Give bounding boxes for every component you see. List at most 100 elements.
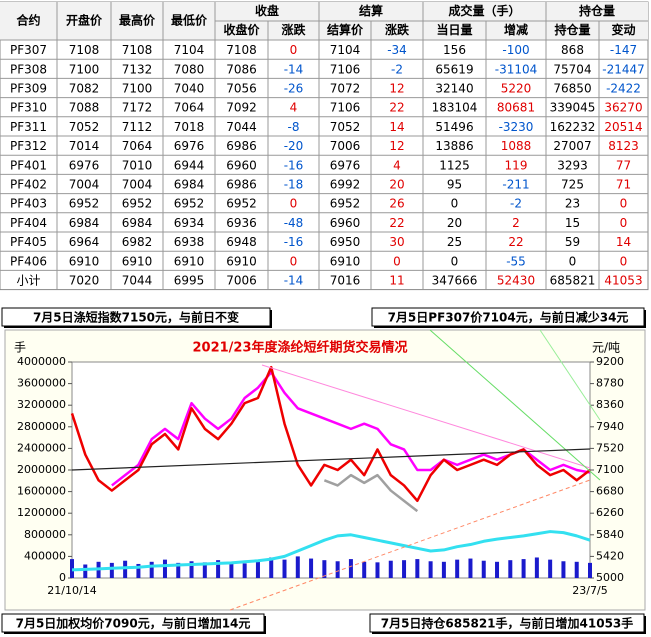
- y-tick-label: 3600000: [17, 377, 66, 390]
- table-cell: 26: [389, 197, 404, 211]
- column-subheader: 持仓量: [554, 22, 590, 37]
- table-cell: 3293: [557, 158, 588, 172]
- volume-bar: [415, 559, 420, 578]
- notes: 7月5日涤短指数7150元，与前日不变 7月5日PF307价7104元，与前日减少…: [1, 307, 646, 634]
- column-header: 收盘: [255, 3, 279, 18]
- volume-bar: [136, 563, 141, 578]
- y-tick-label: 800000: [24, 528, 66, 541]
- table-cell: 6948: [226, 235, 257, 249]
- table-cell: 119: [505, 158, 528, 172]
- table-cell: 6952: [174, 197, 205, 211]
- table-cell: 7064: [174, 101, 205, 115]
- column-header: 开盘价: [66, 13, 103, 28]
- table-cell: -18: [284, 178, 304, 192]
- table-cell: 4: [290, 101, 298, 115]
- table-cell: 6934: [174, 216, 205, 230]
- note-box: [1, 613, 265, 633]
- table-cell: 6910: [69, 254, 100, 268]
- table-cell: 6950: [330, 235, 361, 249]
- note-box: [1, 307, 271, 327]
- y2-tick-label: 7100: [596, 463, 624, 476]
- table-bg: [0, 1, 649, 291]
- table-cell: 6910: [226, 254, 257, 268]
- table-cell: 6952: [330, 197, 361, 211]
- table-cell: -16: [284, 235, 304, 249]
- table-cell: 725: [561, 178, 584, 192]
- table-cell: 36270: [604, 101, 642, 115]
- y-tick-label: 400000: [24, 549, 66, 562]
- y2-tick-label: 5000: [596, 571, 624, 584]
- table-cell: 7100: [69, 62, 100, 76]
- volume-bar: [335, 561, 340, 578]
- table-cell: 6986: [226, 139, 257, 153]
- table-cell: 80681: [497, 101, 535, 115]
- table-cell: PF307: [10, 43, 47, 57]
- guide-line: [539, 329, 601, 421]
- y-tick-label: 0: [59, 571, 66, 584]
- x-tick-label: 21/10/14: [47, 584, 96, 597]
- table-cell: 347666: [432, 274, 478, 288]
- table-cell: 7044: [122, 274, 153, 288]
- y-tick-label: 1600000: [17, 485, 66, 498]
- table-cell: 7072: [330, 82, 361, 96]
- table-cell: -8: [288, 120, 300, 134]
- volume-bar: [468, 558, 473, 578]
- table-cell: PF309: [10, 82, 47, 96]
- y2-tick-label: 5840: [596, 528, 624, 541]
- table-cell: 7044: [226, 120, 257, 134]
- table-cell: 95: [447, 178, 462, 192]
- table-cell: 7016: [330, 274, 361, 288]
- table-cell: 65619: [435, 62, 473, 76]
- table-cell: 20514: [604, 120, 642, 134]
- volume-bar: [295, 556, 300, 578]
- table-cell: -34: [387, 43, 407, 57]
- table-cell: -2422: [606, 82, 641, 96]
- volume-bar: [309, 558, 314, 578]
- volume-bar: [255, 560, 260, 578]
- table-cell: PF404: [10, 216, 47, 230]
- volume-bar: [574, 561, 579, 578]
- table-cell: 22: [508, 235, 523, 249]
- y-axis-label: 手: [14, 341, 26, 355]
- y2-tick-label: 9200: [596, 355, 624, 368]
- table-cell: 27007: [553, 139, 591, 153]
- column-header: 成交量（手）: [448, 3, 520, 18]
- table-cell: 7104: [174, 43, 205, 57]
- table-cell: 0: [569, 254, 577, 268]
- table-cell: -147: [610, 43, 637, 57]
- volume-bar: [162, 559, 167, 578]
- table-cell: PF405: [10, 235, 47, 249]
- table-cell: 6976: [330, 158, 361, 172]
- y-tick-label: 2000000: [17, 463, 66, 476]
- column-subheader: 涨跌: [281, 22, 306, 37]
- table-cell: 59: [565, 235, 580, 249]
- table-cell: 6995: [174, 274, 205, 288]
- table-cell: PF311: [10, 120, 47, 134]
- y-tick-label: 2400000: [17, 441, 66, 454]
- guide-line: [429, 329, 601, 481]
- table-cell: 685821: [550, 274, 596, 288]
- table-cell: 0: [290, 43, 298, 57]
- table-cell: PF312: [10, 139, 47, 153]
- table-cell: 7106: [330, 101, 361, 115]
- table-cell: -31104: [495, 62, 538, 76]
- table-cell: -26: [284, 82, 304, 96]
- volume-bar: [83, 564, 88, 578]
- table-cell: 6910: [174, 254, 205, 268]
- table-cell: 7088: [69, 101, 100, 115]
- volume-bar: [481, 560, 486, 578]
- series-line: [71, 530, 591, 572]
- table-cell: 156: [443, 43, 466, 57]
- table-cell: 6910: [122, 254, 153, 268]
- column-header: 最高价: [119, 13, 156, 28]
- volume-bar: [282, 559, 287, 578]
- volume-bar: [521, 559, 526, 578]
- table-cell: -14: [284, 274, 304, 288]
- table-cell: 0: [451, 197, 459, 211]
- table-cell: 6992: [330, 178, 361, 192]
- table-cell: 6976: [69, 158, 100, 172]
- table-cell: 0: [451, 254, 459, 268]
- volume-bar: [269, 557, 274, 578]
- volume-bar: [216, 560, 221, 578]
- y2-tick-label: 7520: [596, 441, 624, 454]
